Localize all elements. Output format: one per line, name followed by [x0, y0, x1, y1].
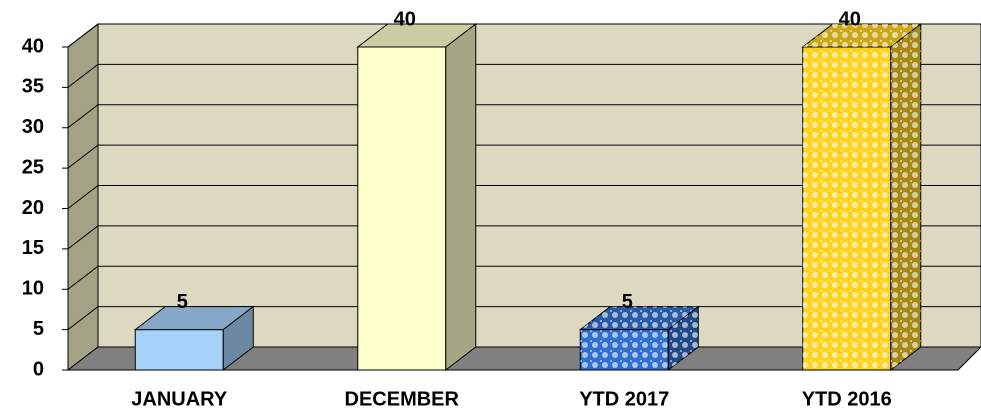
grid-line [67, 225, 981, 250]
grid-line [67, 104, 981, 129]
grid-line [67, 265, 981, 290]
data-label: 5 [622, 291, 633, 313]
bar-top-pattern [580, 306, 699, 330]
grid-line [67, 185, 981, 209]
grid-line [67, 144, 981, 169]
y-tick-label: 15 [22, 237, 44, 259]
grid-line [67, 23, 981, 48]
y-tick-label: 35 [22, 76, 44, 98]
x-tick-label: JANUARY [131, 388, 228, 410]
bar-front-pattern [802, 47, 891, 370]
y-tick-label: 10 [22, 278, 44, 300]
data-label: 40 [394, 8, 416, 30]
y-tick-label: 20 [22, 197, 44, 219]
y-tick-label: 5 [33, 318, 44, 340]
bar-side [222, 305, 254, 372]
grid-line [67, 63, 981, 88]
bar-front [134, 329, 224, 371]
y-tick-label: 40 [22, 35, 44, 57]
y-tick-label: 25 [22, 156, 44, 178]
bar-side-pattern [890, 24, 921, 370]
x-tick-label: YTD 2017 [579, 388, 669, 410]
bar-side-pattern [668, 306, 699, 370]
bar-front-pattern [580, 329, 669, 370]
x-tick-label: YTD 2016 [802, 388, 892, 410]
bar-front [357, 46, 447, 371]
bar-top-pattern [802, 24, 921, 47]
y-tick-label: 0 [33, 358, 44, 380]
bar-side [445, 22, 477, 372]
x-tick-label: DECEMBER [345, 388, 460, 410]
data-label: 40 [839, 8, 861, 30]
data-label: 5 [177, 291, 188, 313]
y-tick-label: 30 [22, 116, 44, 138]
